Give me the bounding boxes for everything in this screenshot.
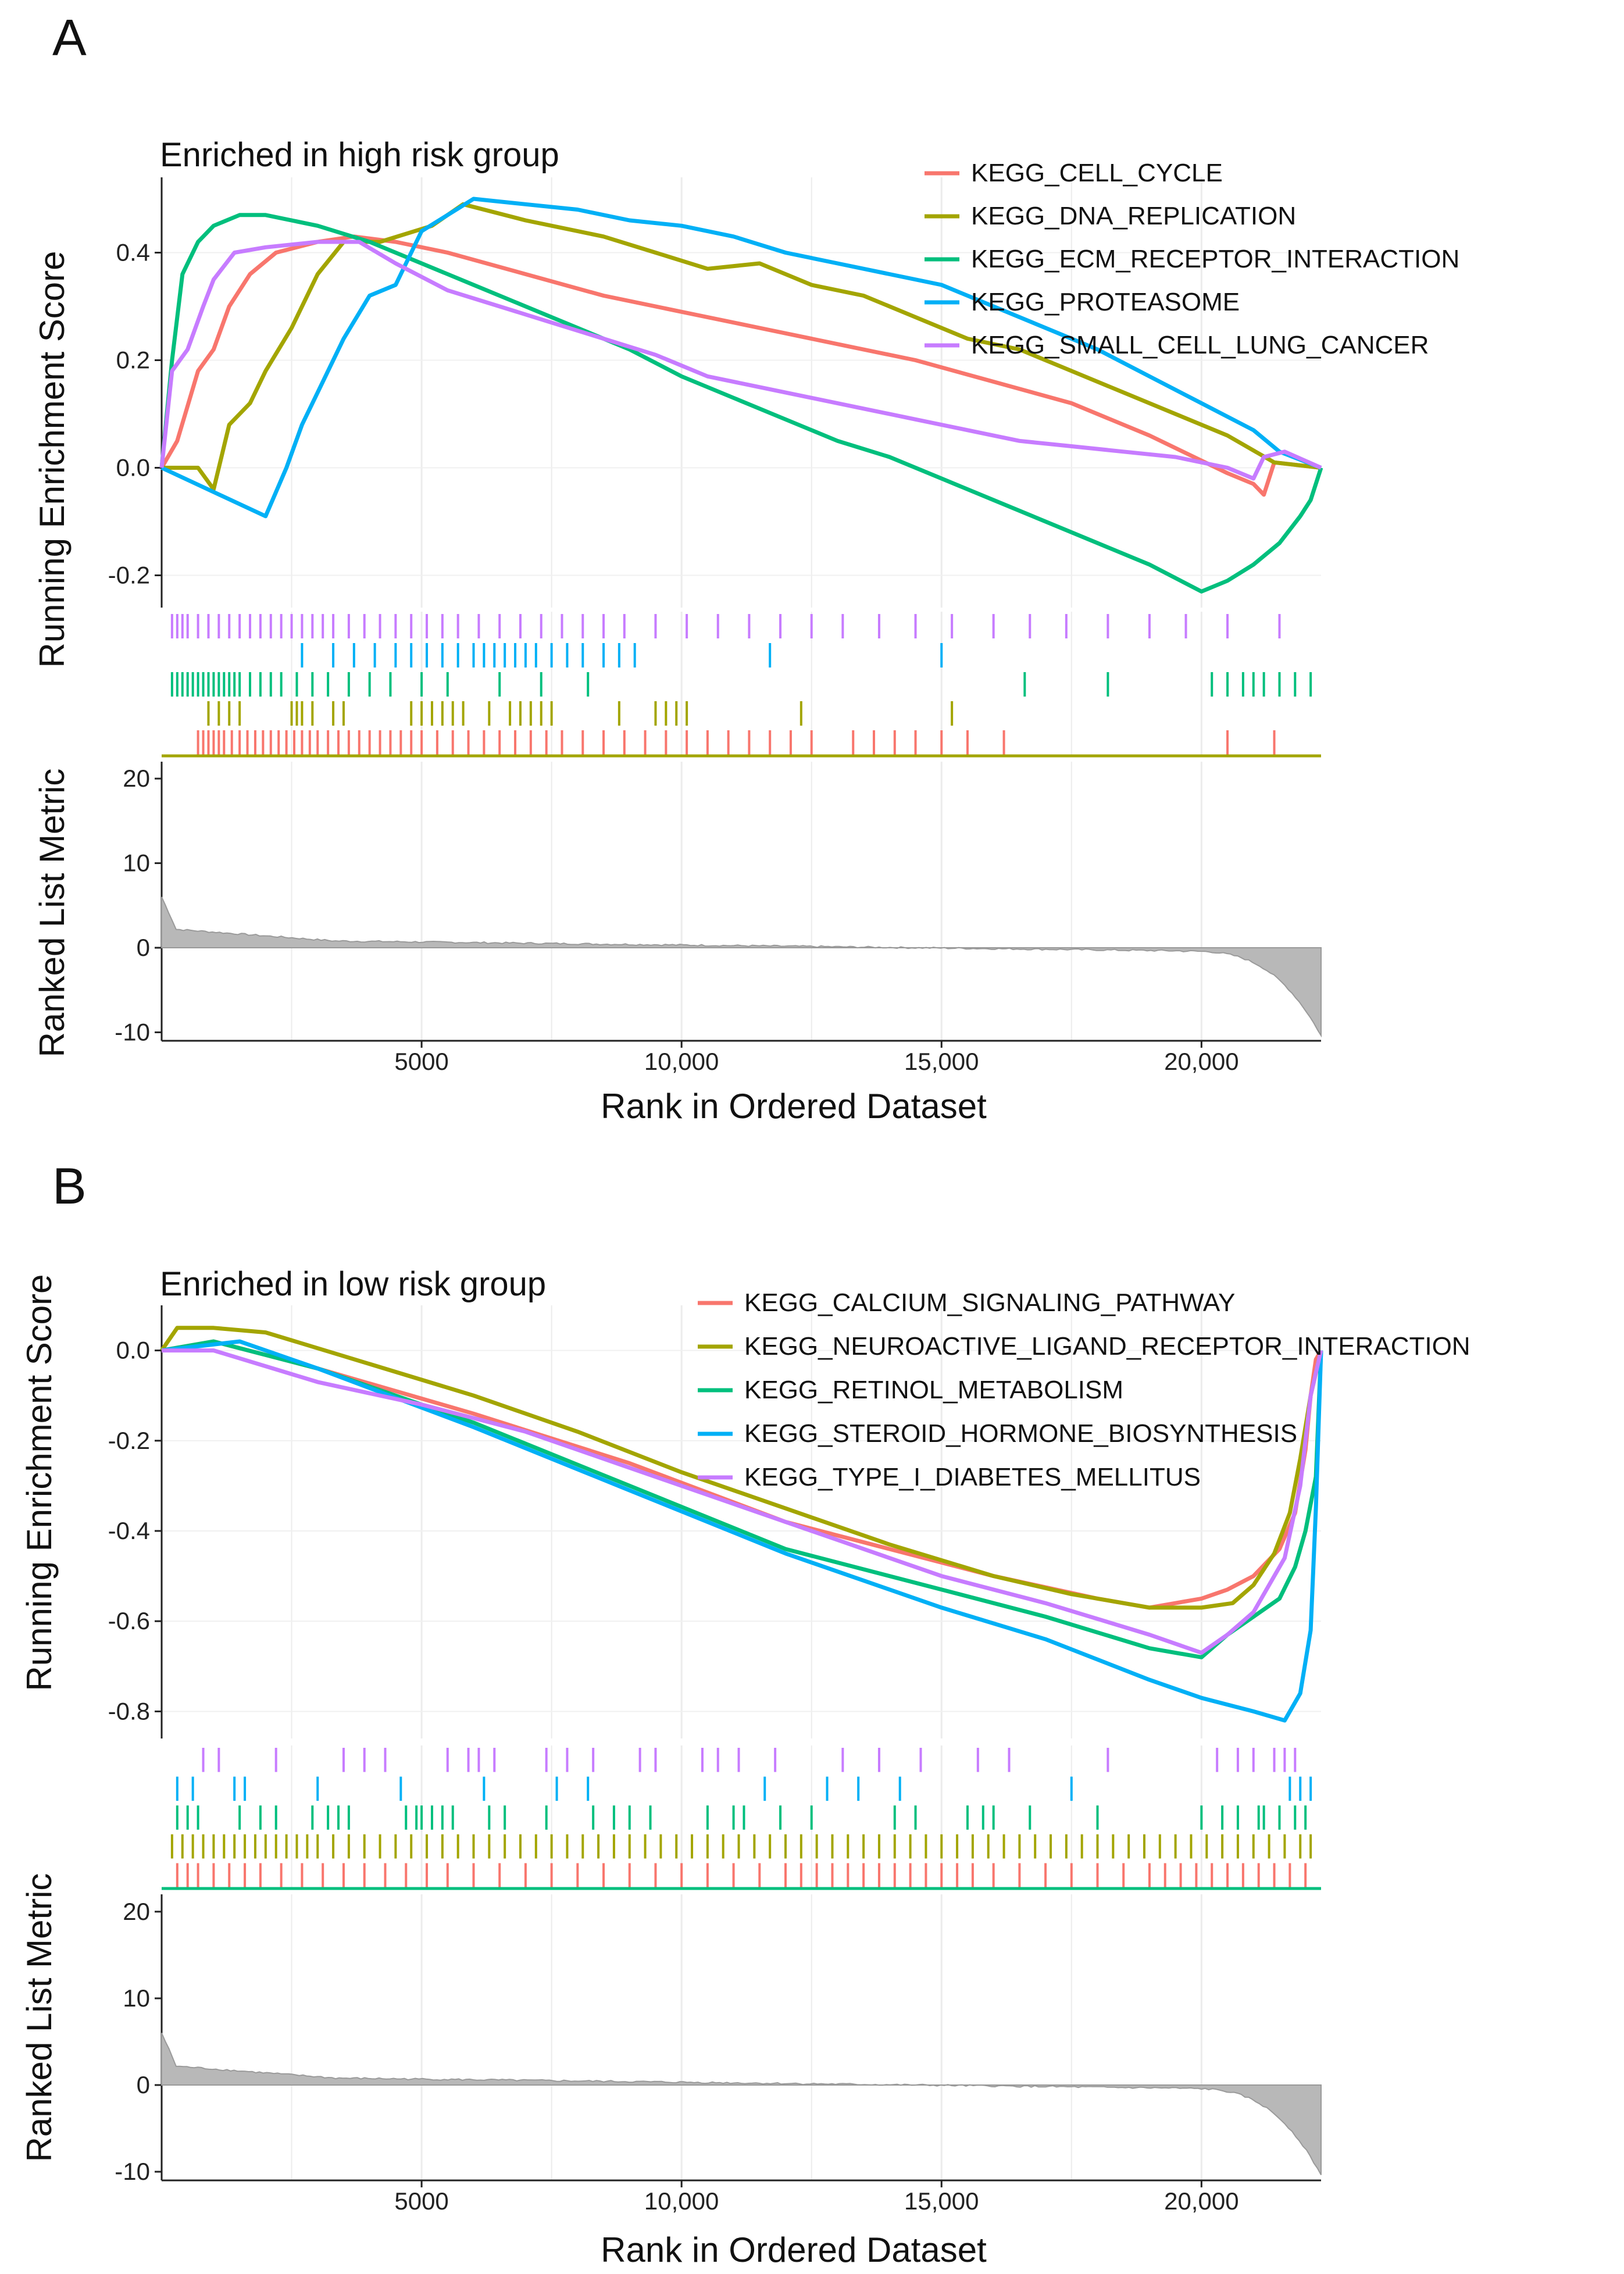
panel-a-metric-area bbox=[161, 897, 1322, 1038]
panel-a-legend-label-3: KEGG_ECM_RECEPTOR_INTERACTION bbox=[971, 245, 1459, 273]
panel-b-es-ylabel: Running Enrichment Score bbox=[20, 1274, 59, 1691]
panel-a-xlabel: Rank in Ordered Dataset bbox=[601, 1087, 987, 1126]
panel-a-metric-ytick-label: -10 bbox=[115, 1018, 150, 1045]
panel-b-es-line-5 bbox=[162, 1348, 1323, 1655]
panel-a-es-ytick-label: 0.2 bbox=[116, 347, 150, 374]
panel-a-legend-label-2: KEGG_DNA_REPLICATION bbox=[971, 202, 1296, 230]
panel-b-legend-label-2: KEGG_NEUROACTIVE_LIGAND_RECEPTOR_INTERAC… bbox=[744, 1332, 1470, 1361]
panel-b-metric-ytick-label: 20 bbox=[123, 1898, 150, 1925]
panel-a-es-line-1 bbox=[159, 234, 1322, 497]
panel-a-metric-ytick-label: 20 bbox=[123, 765, 150, 792]
panel-a-metric-ylabel: Ranked List Metric bbox=[33, 769, 72, 1058]
panel-a-legend-label-1: KEGG_CELL_CYCLE bbox=[971, 159, 1223, 187]
panel-a-xtick-label: 15,000 bbox=[904, 1048, 979, 1075]
panel-a-es-line-4 bbox=[160, 197, 1322, 519]
panel-b-label: B bbox=[52, 1157, 87, 1215]
panel-a-label: A bbox=[52, 9, 87, 66]
panel-b-legend-label-3: KEGG_RETINOL_METABOLISM bbox=[744, 1376, 1123, 1404]
panel-a-es-ylabel: Running Enrichment Score bbox=[33, 251, 72, 667]
panel-b-title: Enriched in low risk group bbox=[160, 1265, 546, 1303]
panel-b-metric-ytick-label: 0 bbox=[137, 2071, 150, 2098]
panel-b-xtick-label: 5000 bbox=[394, 2187, 448, 2215]
panel-b-es-ytick-label: -0.6 bbox=[108, 1607, 150, 1634]
panel-a-xtick-label: 10,000 bbox=[644, 1048, 719, 1075]
panel-b-legend-label-4: KEGG_STEROID_HORMONE_BIOSYNTHESIS bbox=[744, 1419, 1297, 1448]
panel-a-es-ytick-label: 0.0 bbox=[116, 454, 150, 481]
panel-b: B Enriched in low risk group Running Enr… bbox=[20, 1157, 1470, 2269]
panel-a-metric-ytick-label: 10 bbox=[123, 849, 150, 877]
panel-b-metric-ytick-label: 10 bbox=[123, 1984, 150, 2012]
panel-b-metric-ytick-label: -10 bbox=[115, 2158, 150, 2185]
panel-b-xtick-label: 10,000 bbox=[644, 2187, 719, 2215]
panel-a-title: Enriched in high risk group bbox=[160, 136, 559, 174]
panel-b-xtick-label: 15,000 bbox=[904, 2187, 979, 2215]
panel-a-es-line-3 bbox=[159, 213, 1323, 594]
panel-b-es-ytick-label: -0.4 bbox=[108, 1517, 150, 1544]
panel-b-legend-label-5: KEGG_TYPE_I_DIABETES_MELLITUS bbox=[744, 1463, 1201, 1491]
panel-a-legend-label-5: KEGG_SMALL_CELL_LUNG_CANCER bbox=[971, 331, 1429, 359]
panel-a-xtick-label: 5000 bbox=[394, 1048, 448, 1075]
panel-a-es-ytick-label: -0.2 bbox=[108, 562, 150, 589]
panel-b-legend-label-1: KEGG_CALCIUM_SIGNALING_PATHWAY bbox=[744, 1288, 1235, 1317]
panel-a-es-line-2 bbox=[162, 202, 1322, 491]
panel-a-es-line-5 bbox=[159, 240, 1322, 481]
panel-a-es-ytick-label: 0.4 bbox=[116, 239, 150, 266]
panel-b-metric-ylabel: Ranked List Metric bbox=[20, 1873, 59, 2162]
panel-b-es-ytick-label: -0.8 bbox=[108, 1697, 150, 1725]
panel-b-xtick-label: 20,000 bbox=[1164, 2187, 1238, 2215]
panel-a: A Enriched in high risk group Running En… bbox=[33, 9, 1459, 1126]
panel-b-es-ytick-label: 0.0 bbox=[116, 1337, 150, 1364]
panel-b-xlabel: Rank in Ordered Dataset bbox=[601, 2230, 987, 2269]
panel-a-metric-ytick-label: 0 bbox=[137, 934, 150, 961]
panel-b-es-line-3 bbox=[161, 1339, 1323, 1659]
panel-b-es-line-2 bbox=[160, 1326, 1323, 1610]
panel-b-metric-area bbox=[161, 2033, 1322, 2175]
panel-b-es-ytick-label: -0.2 bbox=[108, 1427, 150, 1454]
panel-a-xtick-label: 20,000 bbox=[1164, 1048, 1238, 1075]
panel-a-legend-label-4: KEGG_PROTEASOME bbox=[971, 288, 1240, 316]
